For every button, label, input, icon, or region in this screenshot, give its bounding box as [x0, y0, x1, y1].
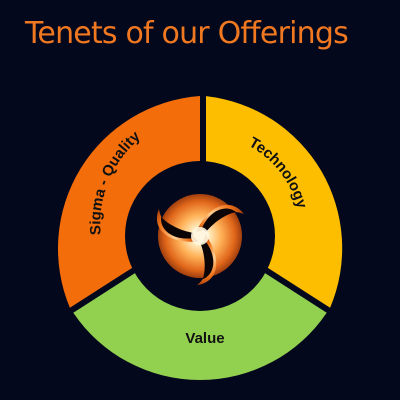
segment-sigma-quality	[57, 96, 200, 308]
page-title: Tenets of our Offerings	[25, 16, 349, 51]
label-value: Value	[185, 330, 224, 347]
tri-swirl-logo-icon	[157, 194, 244, 286]
segment-technology	[206, 96, 343, 308]
segment-value	[73, 269, 327, 381]
